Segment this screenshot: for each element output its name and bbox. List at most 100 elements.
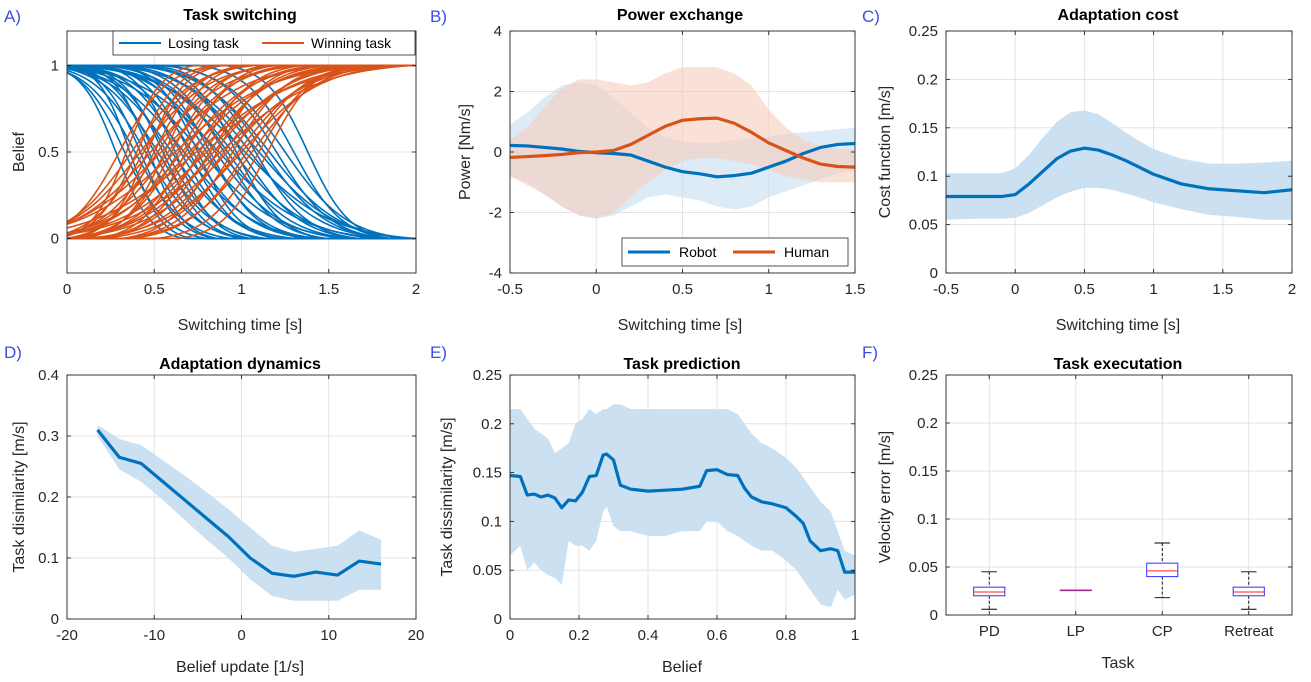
- panel-d-band-0: [97, 425, 382, 601]
- panel-c-title: Adaptation cost: [1058, 7, 1180, 24]
- panel-c-xtick-label-5: 2: [1288, 281, 1296, 298]
- panel-b-ylabel: Power [Nm/s]: [457, 104, 474, 200]
- panel-c-xtick-label-1: 0: [1011, 281, 1019, 298]
- panel-c-ytick-label-0: 0: [930, 265, 938, 282]
- panel-label-d: D): [4, 343, 22, 362]
- panel-b-xtick-label-1: 0: [592, 281, 600, 298]
- panel-f-data: [973, 542, 1265, 610]
- panel-e-ytick-label-0: 0: [494, 611, 502, 628]
- panel-d-xtick-label-1: -10: [143, 627, 165, 644]
- panel-f-box-0: [973, 571, 1006, 610]
- panel-a-winning-curve-31: [67, 64, 416, 240]
- panel-a-data: [67, 64, 416, 240]
- panel-f-xtick-label-3: Retreat: [1224, 623, 1274, 640]
- panel-b-xlabel: Switching time [s]: [618, 317, 742, 334]
- panel-f-ticks: PD LP CP Retreat 0 0.05 0.1 0.15 0.2 0.25: [909, 367, 1292, 640]
- panel-b-ytick-label-4: 4: [494, 23, 502, 40]
- panel-e-xlabel: Belief: [662, 659, 703, 676]
- panel-e: E) Task prediction Belief Task dissimila…: [430, 343, 859, 676]
- legend-b-robot-label: Robot: [679, 244, 716, 260]
- panel-f-ytick-label-3: 0.15: [909, 463, 938, 480]
- panel-c-xtick-label-4: 1.5: [1212, 281, 1233, 298]
- panel-e-data: [510, 404, 855, 608]
- panel-f-ytick-label-2: 0.1: [917, 511, 938, 528]
- legend-a: Losing task Winning task: [112, 30, 416, 56]
- panel-c-data: [946, 110, 1292, 220]
- panel-a: A) Task switching Switching time [s] Bel…: [4, 7, 420, 334]
- panel-c-xtick-label-0: -0.5: [933, 281, 959, 298]
- panel-label-c: C): [862, 7, 880, 26]
- panel-f-xtick-label-1: LP: [1067, 623, 1085, 640]
- panel-a-title: Task switching: [183, 7, 297, 24]
- panel-e-xtick-label-4: 0.8: [776, 627, 797, 644]
- panel-c-ticks: -0.5 0 0.5 1 1.5 200.050.10.150.20.25: [909, 23, 1296, 298]
- panel-c-xlabel: Switching time [s]: [1056, 317, 1180, 334]
- panel-f-ytick-label-4: 0.2: [917, 415, 938, 432]
- panel-e-ytick-label-5: 0.25: [473, 367, 502, 384]
- panel-e-band-0: [510, 404, 855, 608]
- legend-b-human-label: Human: [784, 244, 829, 260]
- panel-b-xtick-label-2: 0.5: [672, 281, 693, 298]
- panel-b: B) Power exchange Switching time [s] Pow…: [430, 7, 865, 334]
- panel-d-ytick-label-2: 0.2: [38, 489, 59, 506]
- panel-a-ylabel: Belief: [11, 131, 28, 172]
- panel-f-box-rect-2: [1146, 562, 1179, 578]
- panel-d-ylabel: Task disimilarity [m/s]: [11, 421, 28, 572]
- panel-d-title: Adaptation dynamics: [159, 356, 321, 373]
- panel-a-xtick-label-2: 1: [237, 281, 245, 298]
- panel-f-xtick-label-2: CP: [1152, 623, 1173, 640]
- panel-e-plot: 0 0.2 0.4 0.6 0.8 1 0 0.05 0.1 0.15 0.2 0.25: [473, 367, 859, 644]
- panel-c-ytick-label-5: 0.25: [909, 23, 938, 40]
- panel-label-e: E): [430, 343, 447, 362]
- panel-e-mean-line-0: [510, 452, 855, 574]
- panel-a-xlabel: Switching time [s]: [178, 317, 302, 334]
- panel-e-title: Task prediction: [623, 356, 740, 373]
- panel-c-ytick-label-3: 0.15: [909, 120, 938, 137]
- panel-b-ytick-label-0: -4: [489, 265, 502, 282]
- panel-f-title: Task executation: [1054, 356, 1183, 373]
- panel-c-xtick-label-2: 0.5: [1074, 281, 1095, 298]
- panel-e-xtick-label-5: 1: [851, 627, 859, 644]
- panel-c-band-0: [946, 110, 1292, 220]
- panel-a-ticks: 0 0.5 1 1.5 2 0 0.5 1: [38, 31, 420, 298]
- panel-c-axes-frame: [945, 30, 1293, 274]
- panel-b-xtick-label-3: 1: [765, 281, 773, 298]
- panel-d-ytick-label-1: 0.1: [38, 550, 59, 567]
- panel-e-ylabel: Task dissimilarity [m/s]: [439, 417, 456, 576]
- panel-f-box-1: [1059, 589, 1092, 592]
- panel-d-ytick-label-3: 0.3: [38, 428, 59, 445]
- panel-e-ytick-label-4: 0.2: [481, 416, 502, 433]
- panel-c-plot: -0.5 0 0.5 1 1.5 200.050.10.150.20.25: [909, 23, 1296, 298]
- panel-b-plot: -0.5 0 0.5 1 1.5 -4 -2 0 2 4: [489, 23, 866, 298]
- panel-a-xtick-label-1: 0.5: [144, 281, 165, 298]
- panel-a-plot: 0 0.5 1 1.5 2 0 0.5 1: [38, 30, 420, 298]
- panel-d-xtick-label-3: 10: [320, 627, 337, 644]
- panel-e-xtick-label-1: 0.2: [569, 627, 590, 644]
- panel-c-xtick-label-3: 1: [1149, 281, 1157, 298]
- panel-a-losing-curve-37: [67, 64, 416, 240]
- panel-f-ytick-label-0: 0: [930, 607, 938, 624]
- panel-a-xtick-label-4: 2: [412, 281, 420, 298]
- panel-f-box-3: [1232, 571, 1265, 610]
- panel-d-ytick-label-0: 0: [51, 611, 59, 628]
- panel-f-xtick-label-0: PD: [979, 623, 1000, 640]
- panel-d-ticks: -20 -10 0 10 20 0 0.1 0.2 0.3 0.4: [38, 367, 424, 644]
- panel-f-plot: PD LP CP Retreat 0 0.05 0.1 0.15 0.2 0.25: [909, 367, 1293, 640]
- panel-a-ytick-label-2: 1: [51, 58, 59, 75]
- panel-e-axes-frame: [509, 374, 856, 620]
- panel-e-ytick-label-2: 0.1: [481, 513, 502, 530]
- panel-d: D) Adaptation dynamics Belief update [1/…: [4, 343, 424, 676]
- panel-d-plot: -20 -10 0 10 20 0 0.1 0.2 0.3 0.4: [38, 367, 424, 644]
- panel-d-ytick-label-4: 0.4: [38, 367, 59, 384]
- panel-c: C) Adaptation cost Switching time [s] Co…: [862, 7, 1296, 334]
- panel-label-f: F): [862, 343, 878, 362]
- panel-e-ytick-label-1: 0.05: [473, 562, 502, 579]
- panel-b-data: [510, 67, 855, 219]
- panel-a-ytick-label-1: 0.5: [38, 144, 59, 161]
- panel-label-b: B): [430, 7, 447, 26]
- panel-b-mean-line-1: [510, 116, 855, 169]
- panel-f-axes-frame: [945, 374, 1293, 616]
- panel-label-a: A): [4, 7, 21, 26]
- legend-b: Robot Human: [621, 237, 849, 267]
